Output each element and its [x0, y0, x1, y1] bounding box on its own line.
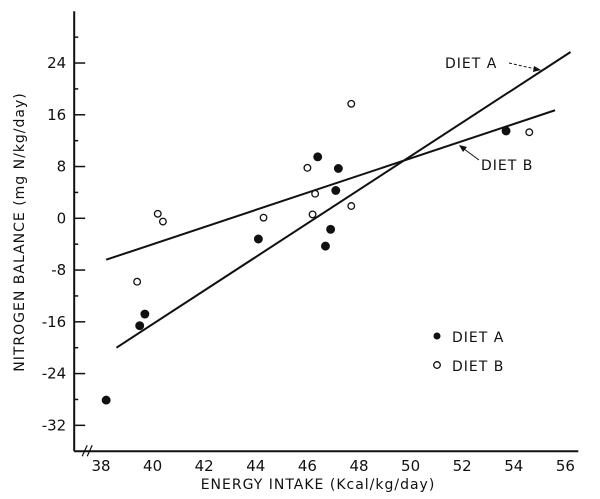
data-point-diet-b [303, 163, 312, 172]
data-point-diet-a [140, 309, 150, 319]
data-points [101, 99, 534, 405]
data-point-diet-b [158, 217, 167, 226]
legend-label-diet-b: DIET B [452, 359, 504, 375]
data-point-diet-a [331, 186, 341, 195]
legend-label-diet-a: DIET A [452, 330, 504, 346]
fit-line-diet-a [115, 51, 572, 349]
data-point-diet-b [308, 210, 317, 219]
data-point-diet-a [501, 126, 511, 136]
data-point-diet-b [133, 277, 142, 286]
line-label-diet-a: DIET A [445, 56, 497, 72]
x-tick-label: 46 [298, 457, 317, 475]
x-tick-label: 50 [401, 457, 420, 475]
x-tick-label: 56 [556, 457, 575, 475]
data-point-diet-a [326, 224, 336, 234]
legend-marker-diet-a [433, 332, 441, 340]
axis-break-mark [81, 444, 93, 457]
x-tick-label: 44 [246, 457, 265, 475]
legend-marker-diet-b [433, 361, 441, 369]
fit-lines [105, 51, 572, 349]
data-point-diet-b [311, 189, 320, 198]
data-point-diet-a [101, 395, 111, 405]
x-tick-label: 38 [91, 457, 110, 475]
y-tick-label: -16 [42, 313, 67, 331]
y-tick-label: -8 [51, 261, 66, 279]
y-tick-label: 24 [47, 54, 66, 72]
x-tick-label: 54 [504, 457, 523, 475]
y-tick-label: 8 [57, 158, 67, 176]
x-tick-label: 48 [349, 457, 368, 475]
y-axis-label: NITROGEN BALANCE (mg N/kg/day) [12, 92, 28, 372]
y-tick-label: 16 [47, 106, 66, 124]
data-point-diet-a [135, 321, 145, 331]
axes: 38 40 42 44 46 48 50 52 54 56 24 16 8 0 -8 -16 -24 -32 [42, 11, 579, 475]
line-label-diet-b: DIET B [481, 158, 533, 174]
x-tick-label: 40 [143, 457, 162, 475]
data-point-diet-b [347, 99, 356, 108]
data-point-diet-b [525, 128, 534, 137]
data-point-diet-a [333, 164, 343, 173]
data-point-diet-a [321, 241, 330, 251]
x-tick-label: 52 [453, 457, 472, 475]
fit-line-diet-b [105, 109, 556, 261]
data-point-diet-a [313, 152, 323, 162]
data-point-diet-b [153, 209, 162, 218]
x-axis-label: ENERGY INTAKE (Kcal/kg/day) [201, 477, 436, 493]
diet-a-arrowhead [533, 66, 541, 72]
legend: DIET A DIET B [433, 330, 504, 375]
diet-b-arrowhead [459, 145, 467, 152]
data-point-diet-b [259, 213, 268, 222]
y-tick-label: -32 [42, 416, 67, 434]
data-point-diet-a [253, 234, 263, 244]
x-tick-label: 42 [195, 457, 214, 475]
y-tick-label: 0 [57, 209, 67, 227]
data-point-diet-b [347, 202, 356, 210]
y-tick-label: -24 [42, 365, 67, 383]
